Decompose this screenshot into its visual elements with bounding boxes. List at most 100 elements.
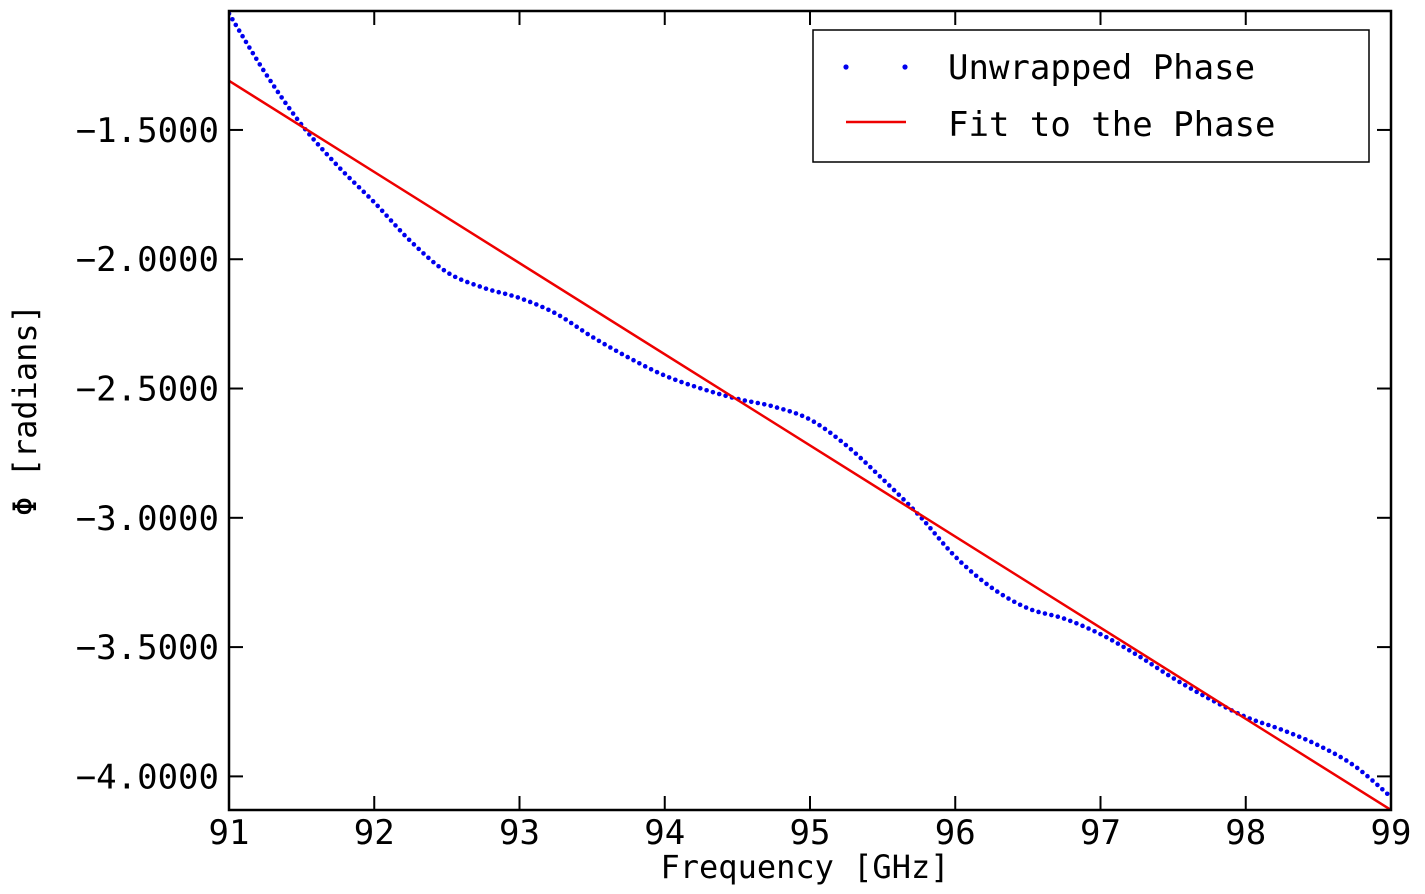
unwrapped-phase-dot-114 [822, 426, 828, 432]
unwrapped-phase-dot-56 [471, 282, 476, 287]
unwrapped-phase-dot-177 [1154, 665, 1160, 671]
unwrapped-phase-dot-29 [338, 166, 343, 171]
unwrapped-phase-dot-3 [236, 28, 242, 33]
unwrapped-phase-dot-43 [402, 232, 407, 238]
unwrapped-phase-dot-75 [585, 331, 590, 337]
unwrapped-phase-dot-2 [233, 22, 239, 28]
unwrapped-phase-dot-64 [521, 297, 527, 302]
unwrapped-phase-dot-84 [637, 360, 642, 366]
unwrapped-phase-dot-73 [574, 324, 579, 329]
unwrapped-phase-dot-153 [1011, 599, 1017, 605]
unwrapped-phase-dot-161 [1061, 616, 1067, 621]
unwrapped-phase-dot-23 [311, 137, 316, 142]
unwrapped-phase-dot-30 [342, 171, 348, 176]
unwrapped-phase-dot-48 [426, 255, 431, 261]
unwrapped-phase-dot-59 [490, 288, 495, 293]
unwrapped-phase-dot-205 [1320, 745, 1326, 751]
unwrapped-phase-dot-138 [936, 536, 942, 541]
unwrapped-phase-dot-124 [872, 469, 878, 475]
unwrapped-phase-dot-47 [421, 251, 426, 256]
unwrapped-phase-dot-102 [749, 399, 754, 405]
unwrapped-phase-dot-74 [579, 328, 585, 333]
unwrapped-phase-dot-67 [540, 304, 545, 310]
unwrapped-phase-dot-203 [1309, 739, 1314, 745]
unwrapped-phase-dot-200 [1290, 731, 1296, 737]
unwrapped-phase-dot-142 [954, 555, 959, 561]
unwrapped-phase-dot-183 [1188, 686, 1194, 691]
legend-marker-unwrapped-dot-2 [902, 64, 908, 70]
unwrapped-phase-dot-201 [1296, 734, 1302, 739]
unwrapped-phase-dot-180 [1171, 676, 1177, 681]
unwrapped-phase-dot-72 [568, 320, 574, 326]
unwrapped-phase-dot-69 [552, 310, 557, 316]
unwrapped-phase-dot-123 [868, 464, 873, 470]
x-tick-label-96: 96 [935, 813, 976, 853]
unwrapped-phase-dot-108 [787, 408, 793, 414]
unwrapped-phase-dot-35 [366, 194, 371, 199]
unwrapped-phase-dot-152 [1006, 596, 1011, 601]
unwrapped-phase-dot-110 [799, 413, 805, 419]
unwrapped-phase-dot-71 [563, 317, 568, 322]
unwrapped-phase-dot-78 [602, 341, 607, 347]
unwrapped-phase-dot-162 [1067, 618, 1073, 624]
unwrapped-phase-dot-194 [1253, 718, 1259, 724]
unwrapped-phase-dot-207 [1332, 751, 1338, 757]
unwrapped-phase-dot-202 [1303, 736, 1308, 742]
unwrapped-phase-dot-129 [896, 492, 902, 497]
unwrapped-phase-dot-195 [1259, 720, 1265, 726]
x-tick-label-92: 92 [354, 813, 395, 853]
unwrapped-phase-dot-182 [1182, 682, 1188, 688]
unwrapped-phase-dot-122 [863, 460, 868, 465]
unwrapped-phase-dot-70 [557, 313, 563, 319]
unwrapped-phase-dot-196 [1266, 722, 1271, 728]
unwrapped-phase-dot-209 [1344, 758, 1349, 763]
unwrapped-phase-dot-111 [805, 416, 811, 421]
unwrapped-phase-dot-89 [666, 375, 672, 380]
y-tick-label--3: −3.0000 [76, 499, 219, 539]
unwrapped-phase-dot-127 [887, 483, 892, 488]
unwrapped-phase-dot-41 [393, 223, 398, 228]
unwrapped-phase-dot-90 [673, 377, 678, 383]
unwrapped-phase-dot-106 [774, 405, 780, 410]
unwrapped-phase-dot-172 [1126, 647, 1132, 653]
unwrapped-phase-dot-28 [333, 161, 339, 167]
unwrapped-phase-dot-79 [608, 345, 613, 350]
unwrapped-phase-dot-210 [1349, 761, 1355, 767]
unwrapped-phase-dot-68 [546, 307, 551, 313]
unwrapped-phase-dot-208 [1338, 754, 1343, 760]
unwrapped-phase-dot-36 [370, 198, 376, 204]
unwrapped-phase-dot-45 [411, 242, 417, 247]
unwrapped-phase-dot-87 [654, 369, 660, 375]
unwrapped-phase-dot-206 [1326, 748, 1332, 754]
unwrapped-phase-dot-107 [781, 407, 786, 412]
unwrapped-phase-dot-150 [994, 589, 1000, 594]
unwrapped-phase-dot-125 [877, 474, 883, 479]
unwrapped-phase-dot-19 [294, 116, 300, 122]
unwrapped-phase-dot-144 [963, 564, 969, 570]
y-tick-label--1.5: −1.5000 [76, 111, 219, 151]
y-tick-label--4: −4.0000 [76, 757, 219, 797]
y-tick-label--3.5: −3.5000 [76, 628, 219, 668]
unwrapped-phase-dot-10 [261, 67, 266, 73]
unwrapped-phase-dot-34 [361, 189, 367, 195]
unwrapped-phase-dot-11 [264, 73, 270, 78]
unwrapped-phase-dot-104 [761, 402, 767, 407]
unwrapped-phase-dot-94 [698, 385, 703, 391]
unwrapped-phase-dot-17 [286, 105, 292, 111]
unwrapped-phase-dot-217 [1384, 791, 1390, 797]
unwrapped-phase-dot-12 [268, 78, 273, 84]
unwrapped-phase-dot-57 [477, 284, 483, 289]
unwrapped-phase-dot-66 [534, 302, 539, 307]
unwrapped-phase-dot-27 [328, 156, 334, 162]
unwrapped-phase-dot-215 [1375, 782, 1380, 788]
unwrapped-phase-dot-137 [932, 531, 937, 536]
unwrapped-phase-dot-55 [465, 279, 470, 285]
unwrapped-phase-dot-103 [755, 400, 761, 406]
unwrapped-phase-dot-176 [1149, 661, 1154, 667]
unwrapped-phase-dot-154 [1017, 602, 1023, 608]
unwrapped-phase-dot-212 [1360, 769, 1365, 775]
unwrapped-phase-dot-170 [1115, 641, 1121, 646]
unwrapped-phase-dot-156 [1029, 607, 1035, 613]
unwrapped-phase-dot-198 [1278, 727, 1284, 732]
